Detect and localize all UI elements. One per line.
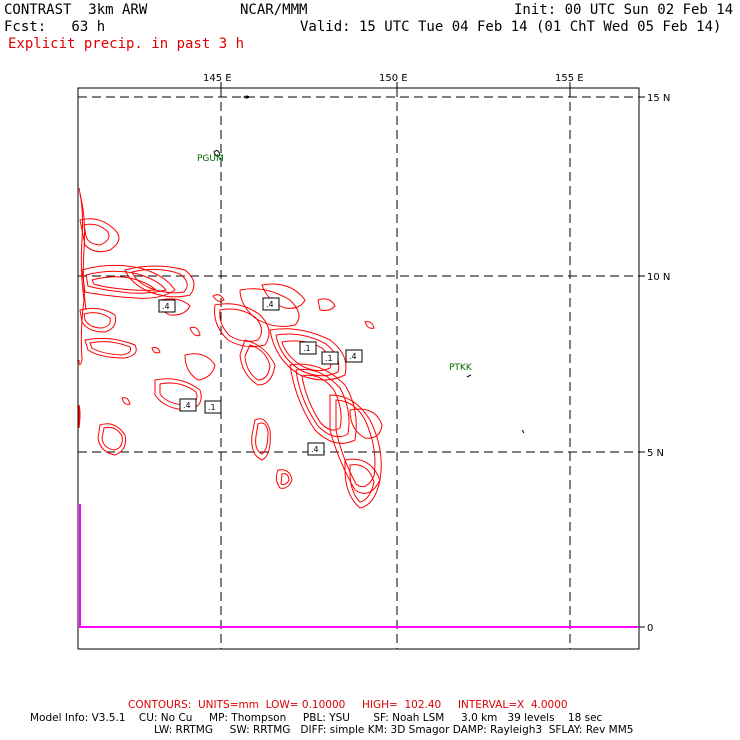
lat-label-15n: 15 N xyxy=(647,93,670,104)
init-time: Init: 00 UTC Sun 02 Feb 14 xyxy=(514,2,734,18)
model-title: CONTRAST 3km ARW xyxy=(4,2,148,18)
contour-info: CONTOURS: UNITS=mm LOW= 0.10000 HIGH= 10… xyxy=(128,699,568,711)
contour-label: .4 xyxy=(162,302,170,311)
model-info-line-2: LW: RRTMG SW: RRTMG DIFF: simple KM: 3D … xyxy=(154,724,634,736)
contour-label: .1 xyxy=(303,344,311,353)
station-ptkk: PTKK xyxy=(449,363,473,373)
contour-label: .4 xyxy=(349,352,357,361)
lat-lon-grid xyxy=(78,88,639,649)
contour-label: .1 xyxy=(208,403,216,412)
forecast-hour: Fcst: 63 h xyxy=(4,19,106,35)
contour-label: .1 xyxy=(325,354,333,363)
contour-label: .4 xyxy=(266,300,274,309)
lon-label-155e: 155 E xyxy=(555,73,584,84)
scale-line xyxy=(79,504,638,628)
contour-value-labels: .4 .4 .1 .1 .4 .4 .1 .4 xyxy=(158,297,363,456)
valid-time: Valid: 15 UTC Tue 04 Feb 14 (01 ChT Wed … xyxy=(300,19,722,35)
frame-ticks xyxy=(220,82,645,628)
field-title: Explicit precip. in past 3 h xyxy=(8,36,245,52)
scale-zero-label: 0 xyxy=(647,623,653,634)
center-label: NCAR/MMM xyxy=(240,2,308,18)
lon-label-145e: 145 E xyxy=(203,73,232,84)
coastlines xyxy=(213,95,525,434)
model-info-line-1: Model Info: V3.5.1 CU: No Cu MP: Thompso… xyxy=(30,712,603,724)
contour-label: .4 xyxy=(311,445,319,454)
map-frame xyxy=(77,87,640,650)
contour-label: .4 xyxy=(183,401,191,410)
lat-label-10n: 10 N xyxy=(647,272,670,283)
precip-contours xyxy=(78,187,383,509)
station-pgum: PGUM xyxy=(197,154,224,164)
lon-label-150e: 150 E xyxy=(379,73,408,84)
lat-label-5n: 5 N xyxy=(647,448,664,459)
